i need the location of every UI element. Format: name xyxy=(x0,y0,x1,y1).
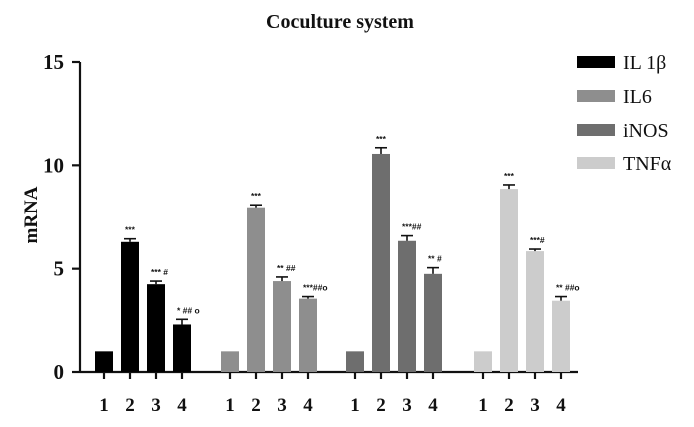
significance-label: * ## ο xyxy=(177,305,200,315)
significance-label: ** # xyxy=(428,254,442,264)
bar xyxy=(398,240,416,372)
legend-swatch xyxy=(577,157,615,169)
x-tick-label: 4 xyxy=(177,395,187,416)
significance-label: ***##ο xyxy=(303,283,328,293)
legend-swatch xyxy=(577,90,615,102)
bar xyxy=(121,241,139,372)
x-tick-label: 1 xyxy=(478,395,488,416)
bar xyxy=(299,298,317,372)
x-tick-label: 3 xyxy=(277,395,287,416)
significance-label: *** xyxy=(376,134,387,144)
y-tick-label: 15 xyxy=(43,50,64,74)
x-tick-label: 2 xyxy=(251,395,261,416)
legend: IL 1β IL6 iNOS TNFα xyxy=(577,52,672,175)
legend-swatch xyxy=(577,56,615,68)
legend-label: TNFα xyxy=(623,153,672,175)
significance-label: ***## xyxy=(402,222,422,232)
x-tick-label: 4 xyxy=(556,395,566,416)
x-tick-label: 3 xyxy=(530,395,540,416)
bar xyxy=(147,284,165,372)
significance-label: *** # xyxy=(151,267,168,277)
y-axis-label: mRNA xyxy=(21,186,42,243)
x-tick-label: 4 xyxy=(303,395,313,416)
x-tick-label: 1 xyxy=(350,395,360,416)
x-tick-label: 4 xyxy=(428,395,438,416)
y-tick-label: 10 xyxy=(43,153,64,177)
bar xyxy=(221,351,239,372)
legend-label: IL 1β xyxy=(623,52,666,74)
significance-label: ** ##ο xyxy=(556,283,580,293)
y-tick-label: 0 xyxy=(54,360,65,384)
significance-label: *** xyxy=(251,191,262,201)
bar xyxy=(474,351,492,372)
legend-label: IL6 xyxy=(623,86,652,108)
significance-label: *** xyxy=(125,225,136,235)
bar xyxy=(95,351,113,372)
bars: *** *** # * ## ο *** ** ## ***##ο *** ***## ** #… xyxy=(95,134,580,372)
bar xyxy=(372,153,390,372)
x-tick-label: 2 xyxy=(125,395,135,416)
significance-label: *** xyxy=(504,171,515,181)
significance-label: ***# xyxy=(530,235,545,245)
x-tick-label: 1 xyxy=(225,395,235,416)
bar xyxy=(526,251,544,372)
bar xyxy=(552,300,570,372)
x-tick-label: 3 xyxy=(151,395,161,416)
x-tick-label: 1 xyxy=(99,395,109,416)
bar xyxy=(424,273,442,372)
bar xyxy=(273,281,291,372)
y-tick-label: 5 xyxy=(54,257,65,281)
chart-title: Coculture system xyxy=(266,11,414,33)
legend-swatch xyxy=(577,124,615,136)
bar xyxy=(247,207,265,372)
significance-label: ** ## xyxy=(277,263,296,273)
x-tick-label: 2 xyxy=(376,395,386,416)
x-tick-label: 3 xyxy=(402,395,412,416)
bar xyxy=(500,189,518,372)
bar xyxy=(346,351,364,372)
x-tick-label: 2 xyxy=(504,395,514,416)
bar xyxy=(173,324,191,372)
y-ticks: 0 5 10 15 xyxy=(43,50,80,384)
legend-label: iNOS xyxy=(623,120,669,142)
